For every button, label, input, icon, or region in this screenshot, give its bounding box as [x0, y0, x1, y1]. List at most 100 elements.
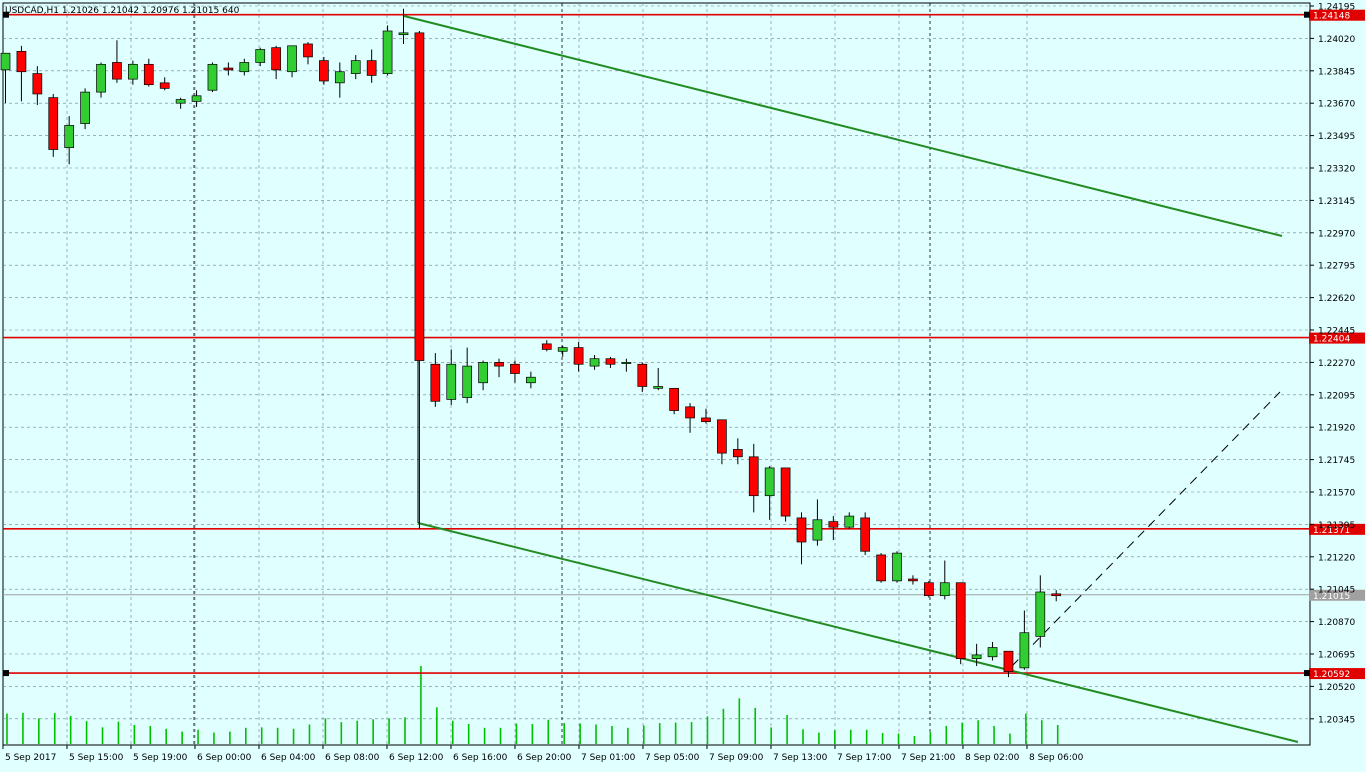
candle-body — [876, 554, 886, 582]
candle-body — [414, 32, 425, 361]
y-tick-label: 1.24195 — [1318, 3, 1355, 13]
candle — [159, 77, 170, 91]
candle-body — [16, 51, 27, 73]
candle-body — [717, 419, 727, 454]
volume-histogram — [6, 666, 1059, 744]
candle-body — [844, 515, 855, 528]
candle — [255, 47, 266, 67]
candle — [621, 358, 632, 372]
candle — [319, 56, 329, 85]
candle — [828, 516, 839, 541]
y-tick-label: 1.20520 — [1318, 683, 1355, 693]
y-tick-label: 1.23670 — [1318, 100, 1355, 110]
candle-body — [860, 517, 871, 552]
candle — [892, 551, 902, 583]
level-price-label: 1.21371 — [1313, 526, 1350, 536]
level-anchor-left[interactable] — [3, 11, 9, 18]
candle-body — [1051, 593, 1062, 597]
candle — [366, 49, 377, 83]
candle-body — [48, 97, 59, 150]
lower-channel-line[interactable] — [417, 522, 1299, 743]
candle-body — [1003, 650, 1014, 672]
candle-body — [175, 99, 186, 104]
candle — [16, 45, 27, 102]
candle — [987, 641, 998, 661]
level-anchor-right[interactable] — [1304, 11, 1310, 18]
candle-body — [701, 417, 711, 422]
candle-body — [32, 73, 43, 95]
candle — [398, 8, 409, 44]
y-tick-label: 1.23495 — [1318, 132, 1355, 142]
candle — [96, 62, 106, 98]
symbol-info: USDCAD,H1 1.21026 1.21042 1.20976 1.2101… — [5, 6, 240, 16]
candle-body — [971, 654, 982, 659]
candle-body — [541, 343, 552, 350]
candle — [748, 443, 759, 513]
candle — [1035, 575, 1046, 648]
candle-body — [287, 45, 297, 73]
candle — [685, 403, 695, 433]
level-price-tag — [1309, 668, 1365, 680]
y-tick-label: 1.21745 — [1318, 456, 1355, 466]
candle-body — [939, 582, 950, 597]
candle-body — [955, 582, 966, 659]
candle — [1003, 650, 1014, 678]
candle — [223, 62, 234, 76]
price-axis[interactable]: 1.24195 1.24020 1.23845 1.23670 1.23495 1.233… — [1310, 3, 1355, 726]
x-tick-label: 7 Sep 13:00 — [773, 753, 828, 763]
candle — [430, 353, 441, 407]
candle-body — [908, 578, 918, 582]
candle — [701, 408, 711, 424]
projection-line[interactable] — [1011, 391, 1281, 667]
level-price-label: 1.22404 — [1313, 335, 1350, 345]
candle-body — [748, 456, 759, 497]
candle-body — [812, 519, 823, 541]
candle-body — [685, 406, 695, 419]
candle — [287, 45, 297, 78]
x-tick-label: 5 Sep 2017 — [5, 753, 56, 763]
candle-body — [207, 63, 218, 91]
level-price-tag — [1309, 332, 1365, 344]
upper-channel-line[interactable] — [403, 15, 1283, 237]
candle-body — [398, 32, 409, 36]
horizontal-levels[interactable]: 1.24148 1.22404 1.21371 1.20592 1.21015 — [3, 9, 1365, 680]
candle — [526, 371, 536, 389]
level-anchor-left[interactable] — [3, 670, 9, 677]
candle — [780, 467, 791, 522]
x-tick-label: 6 Sep 00:00 — [197, 753, 252, 763]
y-tick-label: 1.23845 — [1318, 67, 1355, 77]
candle — [271, 45, 281, 80]
candle — [143, 58, 154, 87]
candle — [334, 62, 345, 98]
candle — [414, 30, 425, 530]
y-tick-label: 1.21395 — [1318, 521, 1355, 531]
candle-body — [732, 449, 743, 458]
level-anchor-right[interactable] — [1304, 670, 1310, 677]
x-tick-label: 7 Sep 21:00 — [901, 753, 956, 763]
candle-body — [271, 47, 281, 71]
x-tick-label: 8 Sep 06:00 — [1029, 753, 1084, 763]
candle — [239, 58, 250, 76]
level-price-label: 1.20592 — [1313, 670, 1350, 680]
candle — [605, 356, 616, 368]
candle-body — [80, 91, 90, 124]
candle — [1051, 590, 1062, 602]
candle-body — [1019, 632, 1030, 669]
bid-price-tag — [1309, 589, 1365, 601]
y-tick-label: 1.21920 — [1318, 424, 1355, 434]
candle — [732, 438, 743, 465]
time-axis: 5 Sep 2017 5 Sep 15:00 5 Sep 19:00 6 Sep 00… — [2, 745, 1084, 763]
candle — [653, 367, 664, 391]
candle-body — [382, 30, 393, 74]
y-tick-label: 1.22270 — [1318, 359, 1355, 369]
candle-body — [303, 43, 313, 58]
candle-body — [430, 363, 441, 402]
candle — [637, 362, 648, 393]
y-tick-label: 1.20695 — [1318, 651, 1355, 661]
candle — [32, 66, 43, 106]
candle-body — [987, 647, 998, 658]
candle — [955, 582, 966, 665]
trend-lines[interactable] — [403, 15, 1299, 743]
